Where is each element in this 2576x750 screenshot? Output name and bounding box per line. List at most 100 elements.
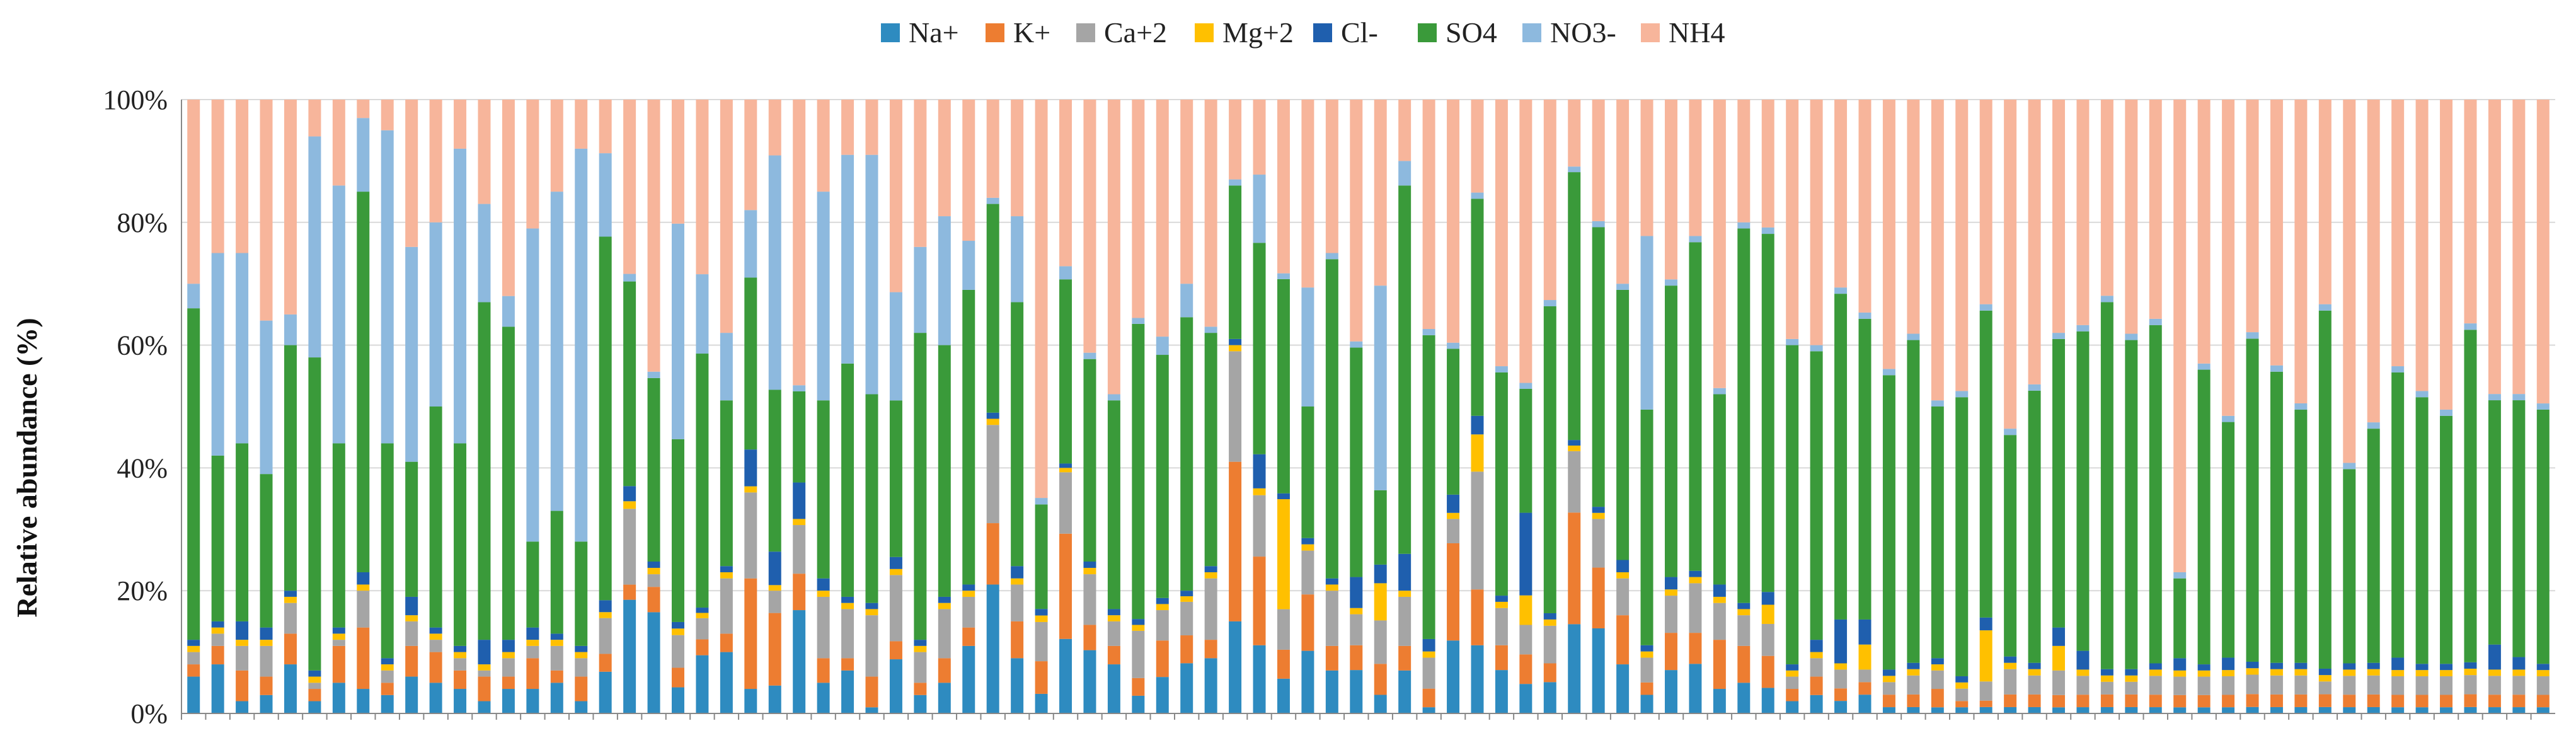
bar-segment-Cl-: [2512, 657, 2526, 670]
bar-segment-Mg+2: [938, 603, 951, 609]
bar-segment-Na+: [308, 701, 321, 713]
bar-segment-Ca+2: [526, 645, 539, 659]
bar-stack: [1471, 100, 1484, 713]
bar-segment-K+: [1858, 682, 1872, 695]
bar-segment-NO3-: [1180, 284, 1193, 318]
bar-segment-Na+: [1519, 684, 1532, 713]
bar-segment-K+: [2464, 694, 2477, 707]
bar-segment-Na+: [1664, 670, 1677, 713]
bar-segment-SO4: [889, 400, 902, 557]
bar-segment-NH4: [1761, 100, 1774, 228]
bar-segment-SO4: [454, 443, 467, 646]
bar-segment-NH4: [1955, 100, 1969, 391]
bar-segment-Ca+2: [938, 609, 951, 659]
bar-segment-NO3-: [1083, 352, 1096, 359]
bar-segment-NO3-: [1737, 222, 1751, 229]
bar-segment-K+: [986, 523, 999, 585]
bar-segment-Na+: [865, 707, 878, 713]
bar-segment-Mg+2: [2100, 675, 2113, 682]
bar-stack: [1713, 100, 1726, 713]
y-axis-title: Relative abundance (%): [11, 318, 43, 617]
bar-segment-Cl-: [2004, 656, 2017, 663]
bar-segment-NH4: [1180, 100, 1193, 284]
bar-segment-NH4: [2004, 100, 2017, 429]
bar-segment-Na+: [2173, 707, 2187, 713]
bar-segment-Ca+2: [1955, 688, 1969, 701]
legend-swatch: [1641, 23, 1660, 42]
bar-segment-K+: [1180, 635, 1193, 664]
bar-segment-SO4: [841, 363, 854, 597]
bar-segment-Ca+2: [1350, 614, 1363, 645]
bar-segment-Cl-: [720, 566, 733, 572]
bar-segment-NO3-: [2028, 384, 2041, 391]
bar-segment-Ca+2: [2149, 676, 2162, 695]
bar-segment-Mg+2: [1229, 345, 1242, 352]
bar-segment-NO3-: [2149, 318, 2162, 325]
bar-segment-Na+: [1640, 695, 1653, 713]
bar-segment-K+: [2125, 694, 2138, 707]
bar-segment-NO3-: [454, 148, 467, 444]
bar-segment-K+: [599, 654, 612, 672]
bar-segment-NO3-: [1592, 221, 1605, 228]
bar-segment-K+: [260, 676, 273, 695]
bar-segment-SO4: [1035, 504, 1048, 609]
bar-segment-Na+: [2197, 707, 2211, 713]
bar-stack: [1495, 100, 1508, 713]
bar-segment-Mg+2: [284, 596, 297, 603]
bar-segment-NH4: [1398, 100, 1412, 161]
bar-segment-Cl-: [550, 633, 563, 640]
bar-segment-SO4: [1325, 259, 1338, 579]
bar-segment-SO4: [986, 204, 999, 413]
bar-segment-Mg+2: [1907, 669, 1920, 676]
bar-segment-Ca+2: [2246, 674, 2259, 695]
bar-segment-SO4: [2488, 400, 2501, 645]
bar-segment-SO4: [1543, 306, 1556, 613]
bar-segment-SO4: [1640, 409, 1653, 645]
bar-segment-Cl-: [1301, 538, 1314, 545]
bar-segment-Na+: [696, 655, 709, 713]
bar-segment-Mg+2: [744, 486, 757, 493]
bar-segment-Ca+2: [1761, 623, 1774, 656]
legend-swatch: [1522, 23, 1541, 42]
bar-segment-K+: [1616, 615, 1630, 665]
bar-segment-K+: [1229, 461, 1242, 621]
bar-segment-Na+: [1858, 695, 1872, 713]
bar-segment-Na+: [454, 689, 467, 713]
bar-segment-Ca+2: [2294, 675, 2308, 695]
bar-segment-Cl-: [1011, 566, 1024, 579]
bar-segment-K+: [2415, 695, 2429, 708]
bar-segment-Mg+2: [2197, 670, 2211, 677]
bar-segment-Cl-: [1689, 570, 1702, 577]
bar-segment-Mg+2: [1737, 609, 1751, 616]
bar-stack: [1011, 100, 1024, 713]
bar-segment-Ca+2: [2343, 676, 2356, 695]
bar-segment-Ca+2: [672, 635, 684, 668]
bar-segment-SO4: [1253, 243, 1266, 454]
bar-segment-SO4: [1761, 234, 1774, 592]
bar-segment-Ca+2: [2464, 675, 2477, 695]
bar-segment-Mg+2: [599, 612, 612, 618]
bar-segment-NO3-: [841, 154, 854, 364]
bar-segment-K+: [938, 658, 951, 683]
bar-segment-Mg+2: [1277, 499, 1290, 609]
bar-segment-SO4: [2173, 578, 2187, 659]
bar-stack: [1931, 100, 1944, 713]
bar-segment-NH4: [1011, 100, 1024, 217]
bar-segment-SO4: [1955, 397, 1969, 676]
bar-segment-Cl-: [1882, 669, 1895, 676]
bar-segment-K+: [2173, 695, 2187, 708]
bar-segment-Cl-: [1495, 596, 1508, 602]
bar-segment-K+: [2076, 695, 2090, 708]
bar-segment-NH4: [1810, 100, 1823, 345]
bar-segment-NO3-: [2440, 409, 2453, 416]
bar-segment-Cl-: [1616, 560, 1630, 572]
bar-segment-SO4: [2197, 369, 2211, 665]
bar-stack: [2464, 100, 2477, 713]
bar-segment-Ca+2: [1931, 670, 1944, 689]
bar-segment-NO3-: [478, 204, 491, 303]
bar-segment-NH4: [2100, 100, 2113, 296]
bar-segment-NH4: [1253, 100, 1266, 175]
bar-segment-K+: [308, 689, 321, 701]
bar-segment-Na+: [1786, 701, 1799, 713]
bar-segment-Mg+2: [236, 640, 249, 646]
